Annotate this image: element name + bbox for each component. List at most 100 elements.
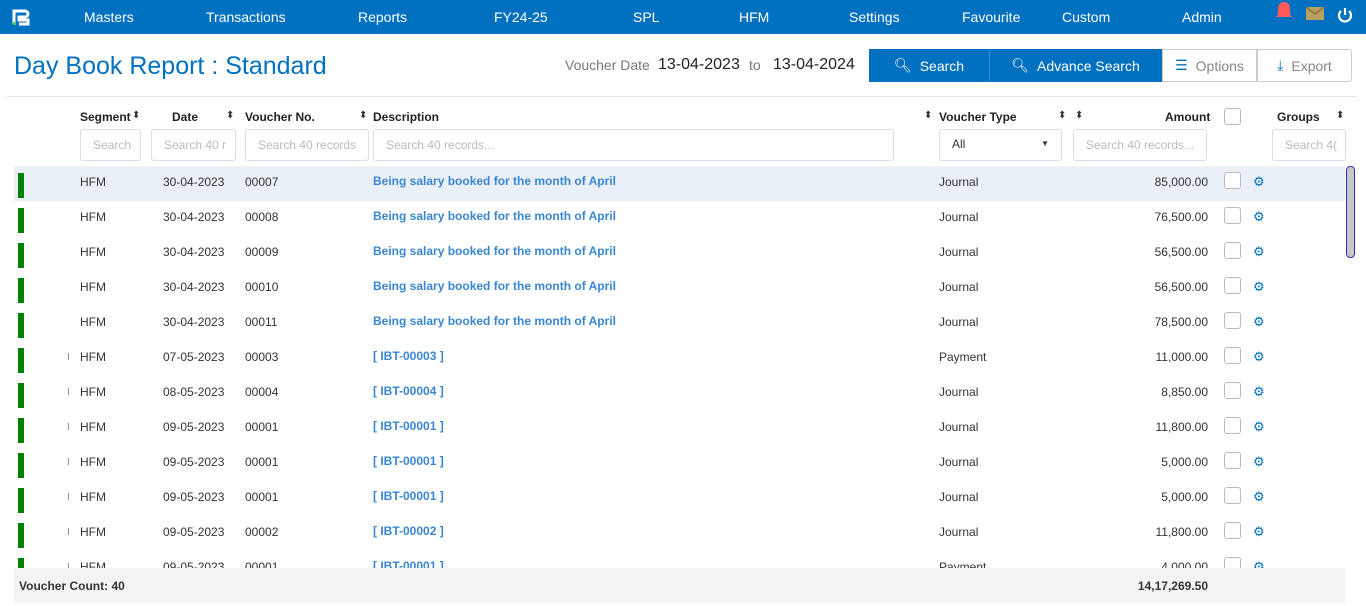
- status-bar: [18, 488, 24, 513]
- row-checkbox[interactable]: [1224, 172, 1241, 189]
- row-checkbox[interactable]: [1224, 417, 1241, 434]
- nav-favourite[interactable]: Favourite: [962, 9, 1021, 25]
- sort-icon[interactable]: ⬍: [359, 110, 368, 121]
- table-row[interactable]: I HFM 09-05-2023 00001 [ IBT-00001 ] Pay…: [14, 551, 1345, 568]
- table-row[interactable]: I HFM 07-05-2023 00003 [ IBT-00003 ] Pay…: [14, 341, 1345, 376]
- gear-icon[interactable]: ⚙: [1253, 419, 1265, 434]
- description-link[interactable]: Being salary booked for the month of Apr…: [373, 314, 616, 328]
- date-from[interactable]: 13-04-2023: [658, 56, 740, 73]
- gear-icon[interactable]: ⚙: [1253, 244, 1265, 259]
- table-row[interactable]: HFM 30-04-2023 00007 Being salary booked…: [14, 166, 1345, 201]
- nav-custom[interactable]: Custom: [1062, 9, 1111, 25]
- gear-icon[interactable]: ⚙: [1253, 524, 1265, 539]
- table-row[interactable]: HFM 30-04-2023 00010 Being salary booked…: [14, 271, 1345, 306]
- col-groups[interactable]: Groups: [1277, 110, 1320, 124]
- table-row[interactable]: I HFM 09-05-2023 00001 [ IBT-00001 ] Jou…: [14, 446, 1345, 481]
- options-button[interactable]: ☰ Options: [1162, 49, 1257, 82]
- segment-cell: HFM: [80, 315, 106, 329]
- sort-icon[interactable]: ⬍: [226, 110, 235, 121]
- description-link[interactable]: [ IBT-00002 ]: [373, 524, 444, 538]
- description-link[interactable]: Being salary booked for the month of Apr…: [373, 244, 616, 258]
- row-checkbox[interactable]: [1224, 452, 1241, 469]
- row-checkbox[interactable]: [1224, 382, 1241, 399]
- description-link[interactable]: [ IBT-00004 ]: [373, 384, 444, 398]
- gear-icon[interactable]: ⚙: [1253, 559, 1265, 568]
- table-footer: Voucher Count: 40 14,17,269.50: [14, 568, 1345, 603]
- table-row[interactable]: I HFM 09-05-2023 00002 [ IBT-00002 ] Jou…: [14, 516, 1345, 551]
- voucher-type-cell: Journal: [939, 420, 979, 434]
- description-link[interactable]: [ IBT-00001 ]: [373, 559, 444, 568]
- description-link[interactable]: [ IBT-00001 ]: [373, 489, 444, 503]
- advance-search-button[interactable]: 🔍︎ Advance Search: [989, 49, 1162, 82]
- description-link[interactable]: Being salary booked for the month of Apr…: [373, 209, 616, 223]
- bell-icon[interactable]: [1274, 1, 1294, 21]
- search-button[interactable]: 🔍︎ Search: [869, 49, 989, 82]
- description-link[interactable]: Being salary booked for the month of Apr…: [373, 174, 616, 188]
- select-all-checkbox[interactable]: [1224, 108, 1241, 125]
- row-checkbox[interactable]: [1224, 207, 1241, 224]
- col-voucher-no[interactable]: Voucher No.: [245, 110, 315, 124]
- gear-icon[interactable]: ⚙: [1253, 174, 1265, 189]
- app-logo[interactable]: [12, 8, 30, 26]
- row-checkbox[interactable]: [1224, 557, 1241, 568]
- voucher-no-filter[interactable]: Search 40 records: [245, 129, 369, 161]
- date-filter[interactable]: Search 40 r: [151, 129, 236, 161]
- row-checkbox[interactable]: [1224, 242, 1241, 259]
- table-row[interactable]: HFM 30-04-2023 00011 Being salary booked…: [14, 306, 1345, 341]
- date-to[interactable]: 13-04-2024: [773, 56, 855, 73]
- col-segment[interactable]: Segment: [80, 110, 131, 124]
- description-filter[interactable]: Search 40 records...: [373, 129, 894, 161]
- gear-icon[interactable]: ⚙: [1253, 279, 1265, 294]
- sort-icon[interactable]: ⬍: [132, 110, 141, 121]
- col-description[interactable]: Description: [373, 110, 440, 124]
- col-voucher-type[interactable]: Voucher Type: [939, 110, 1017, 124]
- row-checkbox[interactable]: [1224, 277, 1241, 294]
- segment-filter[interactable]: Search: [80, 129, 141, 161]
- gear-icon[interactable]: ⚙: [1253, 209, 1265, 224]
- voucher-type-select[interactable]: All ▼: [939, 129, 1062, 161]
- nav-admin[interactable]: Admin: [1182, 9, 1222, 25]
- gear-icon[interactable]: ⚙: [1253, 384, 1265, 399]
- table-row[interactable]: I HFM 08-05-2023 00004 [ IBT-00004 ] Jou…: [14, 376, 1345, 411]
- gear-icon[interactable]: ⚙: [1253, 454, 1265, 469]
- voucher-date-label: Voucher Date: [565, 57, 650, 73]
- row-checkbox[interactable]: [1224, 522, 1241, 539]
- nav-settings[interactable]: Settings: [849, 9, 900, 25]
- scrollbar[interactable]: [1346, 166, 1355, 258]
- description-link[interactable]: [ IBT-00003 ]: [373, 349, 444, 363]
- sort-icon[interactable]: ⬍: [1336, 110, 1345, 121]
- row-checkbox[interactable]: [1224, 347, 1241, 364]
- power-icon[interactable]: [1337, 7, 1353, 23]
- gear-icon[interactable]: ⚙: [1253, 349, 1265, 364]
- nav-hfm[interactable]: HFM: [739, 9, 770, 25]
- description-link[interactable]: [ IBT-00001 ]: [373, 454, 444, 468]
- gear-icon[interactable]: ⚙: [1253, 489, 1265, 504]
- mail-icon[interactable]: [1306, 7, 1324, 20]
- amount-filter[interactable]: Search 40 records...: [1073, 129, 1207, 161]
- table-row[interactable]: I HFM 09-05-2023 00001 [ IBT-00001 ] Jou…: [14, 411, 1345, 446]
- col-amount[interactable]: Amount: [1165, 110, 1211, 124]
- voucher-no-cell: 00010: [245, 280, 279, 294]
- sort-icon[interactable]: ⬍: [924, 110, 933, 121]
- table-row[interactable]: I HFM 09-05-2023 00001 [ IBT-00001 ] Jou…: [14, 481, 1345, 516]
- voucher-type-cell: Journal: [939, 175, 979, 189]
- groups-filter[interactable]: Search 4(: [1272, 129, 1346, 161]
- table-row[interactable]: HFM 30-04-2023 00009 Being salary booked…: [14, 236, 1345, 271]
- date-cell: 08-05-2023: [163, 385, 225, 399]
- nav-fy[interactable]: FY24-25: [494, 9, 548, 25]
- col-date[interactable]: Date: [172, 110, 199, 124]
- export-button[interactable]: ⤓ Export: [1257, 49, 1352, 82]
- nav-transactions[interactable]: Transactions: [206, 9, 286, 25]
- row-checkbox[interactable]: [1224, 487, 1241, 504]
- gear-icon[interactable]: ⚙: [1253, 314, 1265, 329]
- table-row[interactable]: HFM 30-04-2023 00008 Being salary booked…: [14, 201, 1345, 236]
- nav-reports[interactable]: Reports: [358, 9, 408, 25]
- voucher-type-cell: Journal: [939, 210, 979, 224]
- description-link[interactable]: [ IBT-00001 ]: [373, 419, 444, 433]
- description-link[interactable]: Being salary booked for the month of Apr…: [373, 279, 616, 293]
- row-checkbox[interactable]: [1224, 312, 1241, 329]
- sort-icon[interactable]: ⬍: [1058, 110, 1067, 121]
- nav-masters[interactable]: Masters: [84, 9, 134, 25]
- sort-icon[interactable]: ⬍: [1075, 110, 1084, 121]
- nav-spl[interactable]: SPL: [633, 9, 660, 25]
